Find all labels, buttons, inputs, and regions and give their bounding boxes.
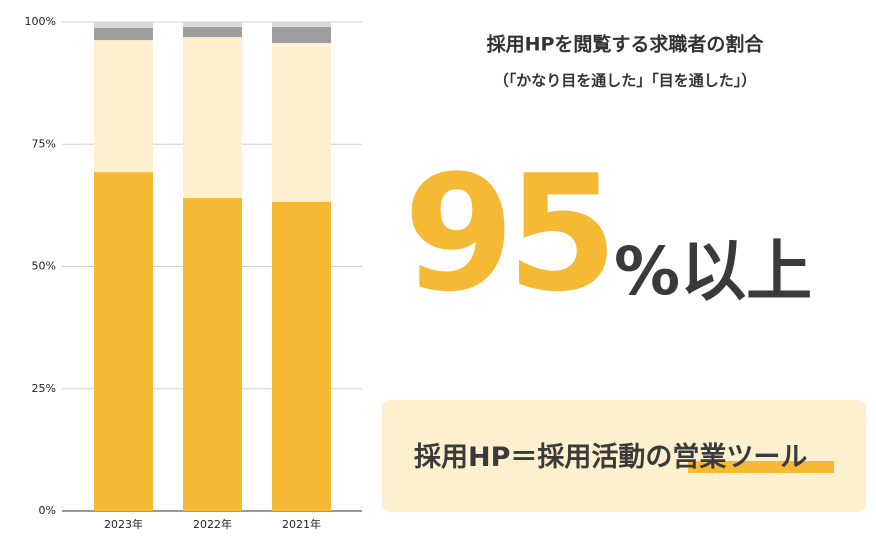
bar-segment — [183, 26, 242, 38]
bar-segment — [94, 172, 153, 512]
message-box — [382, 400, 866, 512]
y-tick-label: 25% — [32, 382, 56, 395]
headline-number: 95 — [403, 140, 610, 327]
bar-segment — [183, 198, 242, 512]
bar-segment — [272, 43, 331, 202]
bar-segment — [183, 22, 242, 27]
y-tick-label: 0% — [39, 504, 56, 517]
x-tick-label: 2021年 — [282, 517, 321, 531]
x-tick-label: 2022年 — [193, 517, 232, 531]
y-tick-label: 75% — [32, 137, 56, 150]
box-text: 採用HP＝採用活動の営業ツール — [414, 441, 807, 473]
bar-segment — [94, 40, 153, 173]
highlight-underline — [688, 461, 834, 473]
chart-subtitle: （「かなり目を通した」「目を通した」） — [494, 72, 757, 90]
y-tick-label: 100% — [25, 15, 56, 28]
bar-segment — [272, 22, 331, 27]
bar-segment — [94, 27, 153, 41]
headline-suffix: %以上 — [614, 233, 812, 310]
chart-title: 採用HPを閲覧する求職者の割合 — [487, 33, 765, 56]
box-text-main: 採用HP＝採用活動の — [414, 442, 672, 473]
box-text-highlight: 営業ツール — [672, 441, 807, 473]
y-tick-label: 50% — [32, 260, 56, 273]
bar-segment — [272, 26, 331, 44]
bar-segment — [183, 37, 242, 199]
bar-segment — [94, 22, 153, 28]
x-tick-label: 2023年 — [104, 517, 143, 531]
bar-segment — [272, 201, 331, 511]
